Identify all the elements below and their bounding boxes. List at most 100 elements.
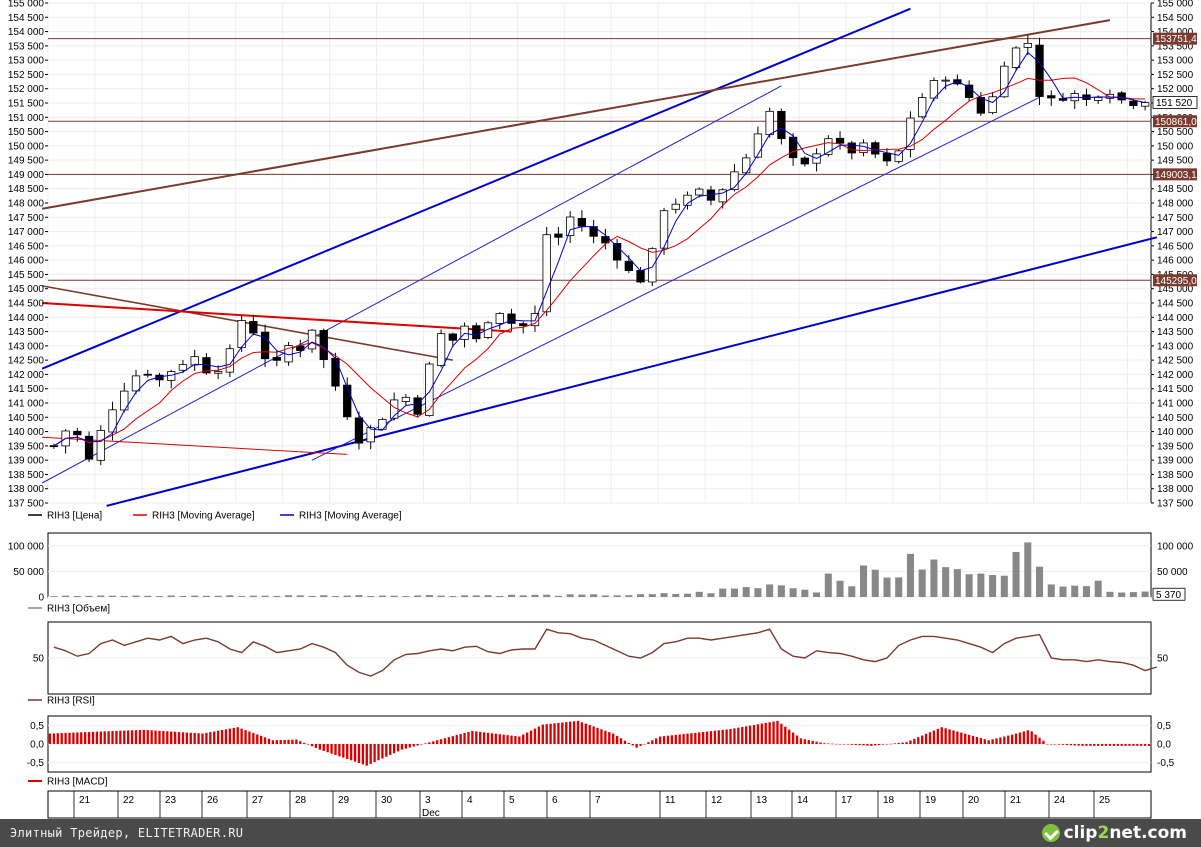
- macd-bar: [228, 728, 232, 744]
- trendline[interactable]: [41, 7, 911, 370]
- volume-bar: [519, 595, 527, 597]
- macd-bar: [561, 722, 564, 744]
- trendline[interactable]: [41, 19, 1111, 210]
- macd-bar: [291, 739, 294, 744]
- macd-bar: [553, 723, 556, 744]
- price-tick-label-left: 153 000: [8, 56, 45, 67]
- trendline[interactable]: [106, 236, 1158, 507]
- trendline[interactable]: [41, 285, 453, 361]
- volume-bar: [155, 596, 163, 597]
- macd-bar: [612, 733, 615, 744]
- macd-bar: [842, 744, 846, 745]
- candle-body: [448, 333, 457, 341]
- macd-bar: [271, 740, 275, 744]
- macd-bar: [1077, 744, 1080, 746]
- candle-body: [683, 194, 692, 206]
- macd-bar: [1128, 744, 1131, 746]
- volume-bar: [625, 595, 633, 597]
- macd-bar: [858, 744, 861, 746]
- price-panel[interactable]: [47, 2, 1152, 504]
- macd-bar: [701, 731, 705, 744]
- macd-bar: [447, 737, 451, 744]
- macd-bar: [944, 728, 947, 744]
- macd-bar: [682, 734, 685, 744]
- price-tick-label-left: 142 000: [8, 370, 45, 381]
- macd-bar: [1057, 744, 1061, 745]
- volume-last-box: [1152, 587, 1186, 601]
- macd-bar: [584, 723, 587, 744]
- price-tick-label-right: 147 500: [1157, 213, 1194, 224]
- date-label: 24: [1054, 795, 1066, 806]
- volume-bar: [120, 596, 128, 597]
- macd-bar: [948, 729, 951, 744]
- price-tick-label-right: 142 000: [1157, 370, 1194, 381]
- candle-body: [659, 210, 669, 249]
- trendline[interactable]: [42, 302, 512, 333]
- macd-bar: [694, 732, 697, 744]
- moving-average-blue-line: [53, 51, 1146, 447]
- macd-bar: [791, 732, 795, 744]
- macd-bar: [932, 730, 936, 744]
- macd-bar: [369, 744, 372, 764]
- macd-bar: [318, 744, 322, 750]
- candle-body: [777, 110, 786, 140]
- volume-bar: [672, 593, 680, 597]
- candle-body: [131, 375, 141, 392]
- macd-bar: [455, 735, 458, 744]
- level-label: 153751,4: [1155, 34, 1197, 45]
- macd-tick-label-left: 0,0: [30, 740, 44, 751]
- macd-bar: [373, 744, 376, 763]
- volume-bar: [707, 593, 715, 597]
- trendlines[interactable]: [41, 7, 1158, 507]
- candle-body: [331, 357, 340, 387]
- volume-tick-label-left: 0: [38, 593, 44, 604]
- candle-body: [554, 233, 563, 238]
- price-axis-left: 155 000 154 500 154 000 153 500 153 000 152 5…: [8, 0, 48, 510]
- volume-bar: [942, 567, 950, 597]
- macd-bar: [917, 737, 920, 744]
- horizontal-levels: [48, 38, 1151, 281]
- macd-bar: [525, 732, 529, 744]
- macd-bar: [56, 733, 59, 744]
- macd-bar: [267, 738, 271, 744]
- macd-bar: [506, 735, 509, 744]
- volume-panel[interactable]: [47, 532, 1152, 598]
- macd-bar: [275, 740, 278, 744]
- price-tick-label-left: 147 500: [8, 213, 45, 224]
- macd-bar: [733, 728, 736, 744]
- price-tick-label-right: 149 500: [1157, 156, 1194, 167]
- volume-bar: [484, 595, 492, 597]
- price-tick-label-left: 147 000: [8, 227, 45, 238]
- volume-bar: [930, 559, 938, 597]
- candle-body: [671, 203, 680, 210]
- macd-bar: [885, 744, 889, 745]
- macd-bar: [87, 731, 91, 744]
- date-label: 23: [165, 795, 177, 806]
- date-axis[interactable]: [47, 790, 1152, 819]
- legend-label: RIH3 [Moving Average]: [152, 511, 255, 522]
- macd-tick-label-right: -0,5: [1157, 758, 1175, 769]
- macd-bar: [643, 744, 646, 745]
- legend-label: RIH3 [Цена]: [47, 511, 102, 522]
- trendline[interactable]: [41, 85, 782, 484]
- month-label: Dec: [422, 808, 440, 819]
- date-label: 6: [552, 795, 558, 806]
- macd-bar: [439, 739, 443, 744]
- candle-body: [413, 397, 422, 415]
- macd-bar: [95, 731, 99, 744]
- macd-bar: [1073, 744, 1076, 746]
- macd-bar: [1018, 732, 1022, 744]
- macd-bar: [68, 732, 71, 744]
- price-axis-right: 155 000 154 500 154 000 153 500 153 000 152 5…: [1151, 0, 1194, 510]
- macd-bar: [389, 744, 392, 755]
- macd-bar: [197, 733, 200, 744]
- brand-logo[interactable]: clip2net.com: [1041, 822, 1187, 844]
- volume-bar: [1024, 542, 1032, 597]
- macd-axis: 0,5 0,5 0,0 0,0 -0,5 -0,5: [27, 721, 1175, 769]
- macd-bar: [502, 734, 505, 744]
- macd-grid: [48, 724, 1151, 764]
- macd-bar: [72, 732, 75, 744]
- macd-bar: [482, 732, 486, 744]
- candle-body: [882, 152, 892, 162]
- volume-bar: [437, 595, 445, 597]
